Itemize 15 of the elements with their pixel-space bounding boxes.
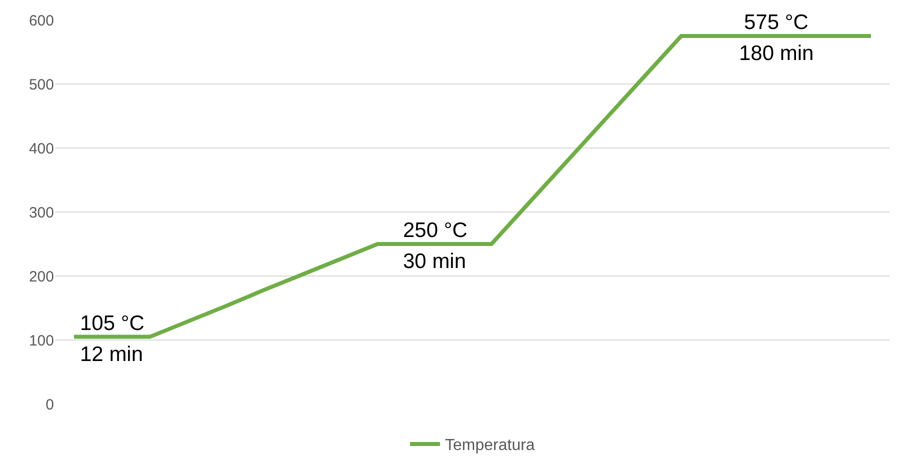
y-tick-label: 100	[28, 332, 54, 350]
annotation: 180 min	[739, 42, 814, 65]
y-tick-label: 600	[28, 12, 54, 30]
annotation: 250 °C	[403, 219, 468, 242]
annotation: 30 min	[403, 250, 466, 273]
legend-label: Temperatura	[445, 437, 535, 454]
y-tick-label: 500	[28, 76, 54, 94]
annotation: 12 min	[80, 343, 144, 366]
y-tick-label: 300	[28, 204, 54, 222]
y-tick-label: 400	[28, 140, 54, 158]
annotation: 575 °C	[744, 11, 808, 34]
y-tick-label: 0	[46, 396, 54, 414]
line-series	[72, 34, 874, 339]
y-tick-label: 200	[28, 268, 54, 286]
annotation: 105 °C	[80, 312, 144, 335]
